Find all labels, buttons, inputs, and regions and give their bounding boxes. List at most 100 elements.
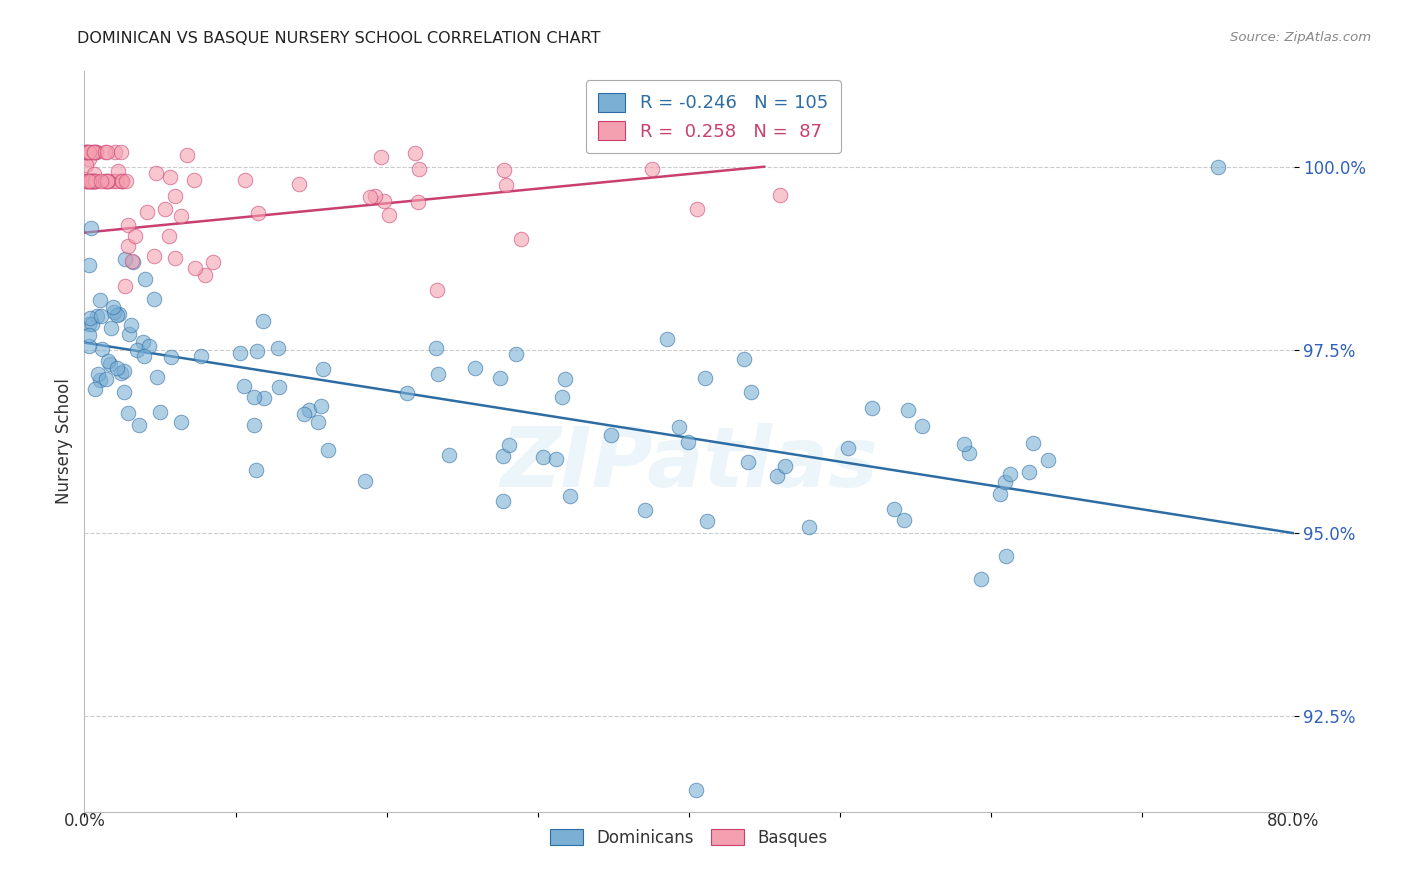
Text: 80.0%: 80.0% (1267, 812, 1320, 830)
Point (183, 173, 205, 187)
Point (110, 174, 132, 188)
Point (252, 314, 274, 328)
Point (489, 371, 512, 385)
Point (86, 310, 108, 324)
Point (117, 239, 139, 253)
Point (90, 174, 112, 188)
Point (145, 166, 167, 180)
Point (634, 502, 657, 516)
Point (115, 174, 138, 188)
Point (797, 520, 820, 534)
Point (107, 164, 129, 178)
Point (377, 208, 399, 222)
Point (83, 145, 105, 159)
Point (395, 385, 418, 400)
Point (408, 162, 430, 177)
Point (510, 232, 533, 246)
Point (84, 382, 107, 396)
Point (87, 367, 110, 381)
Point (77, 145, 100, 159)
Point (233, 172, 256, 186)
Point (425, 341, 447, 355)
Point (1206, 160, 1229, 174)
Point (84, 174, 107, 188)
Point (170, 209, 193, 223)
Point (80, 220, 103, 235)
Point (112, 385, 135, 400)
Point (83, 174, 105, 188)
Point (96, 174, 118, 188)
Point (159, 169, 181, 184)
Point (686, 202, 709, 216)
Point (316, 442, 339, 457)
Point (911, 418, 934, 433)
Point (544, 451, 567, 466)
Point (364, 189, 387, 203)
Point (690, 137, 713, 152)
Text: Source: ZipAtlas.com: Source: ZipAtlas.com (1230, 31, 1371, 45)
Point (426, 283, 449, 297)
Point (94, 372, 117, 386)
Point (80, 174, 103, 188)
Point (101, 174, 124, 188)
Point (359, 189, 381, 203)
Point (89, 293, 111, 308)
Point (80, 174, 103, 188)
Point (134, 349, 156, 363)
Point (763, 137, 786, 152)
Point (97, 354, 120, 368)
Point (120, 318, 142, 332)
Point (307, 415, 329, 429)
Point (560, 489, 582, 503)
Point (77, 152, 100, 166)
Point (676, 435, 699, 450)
Point (190, 350, 212, 364)
Point (77, 174, 100, 188)
Point (77, 174, 100, 188)
Text: 0.0%: 0.0% (63, 812, 105, 830)
Point (128, 418, 150, 433)
Point (136, 205, 159, 219)
Point (84, 174, 107, 188)
Point (83, 167, 105, 181)
Point (740, 384, 762, 399)
Point (79, 311, 101, 326)
Point (312, 362, 335, 376)
Point (121, 254, 143, 268)
Point (84, 145, 107, 159)
Point (1022, 435, 1045, 450)
Point (655, 332, 678, 346)
Point (80, 174, 103, 188)
Point (110, 174, 132, 188)
Point (1000, 467, 1022, 482)
Point (76, 174, 98, 188)
Point (105, 308, 128, 322)
Point (970, 572, 993, 586)
Point (897, 403, 920, 417)
Point (163, 251, 186, 265)
Point (77, 258, 100, 272)
Point (76, 174, 98, 188)
Point (111, 174, 134, 188)
Point (118, 327, 141, 342)
Point (94, 145, 117, 159)
Point (77, 328, 100, 343)
Point (994, 475, 1017, 489)
Point (75, 158, 97, 172)
Point (117, 218, 139, 232)
Point (94, 174, 117, 188)
Point (160, 350, 183, 364)
Point (90, 343, 112, 357)
Point (114, 252, 136, 267)
Point (132, 335, 155, 350)
Point (80, 317, 103, 331)
Point (103, 305, 125, 319)
Point (124, 228, 146, 243)
Point (505, 346, 527, 360)
Point (775, 459, 797, 474)
Point (699, 137, 721, 152)
Point (404, 145, 426, 160)
Point (498, 438, 520, 452)
Point (82, 145, 104, 159)
Point (769, 188, 792, 202)
